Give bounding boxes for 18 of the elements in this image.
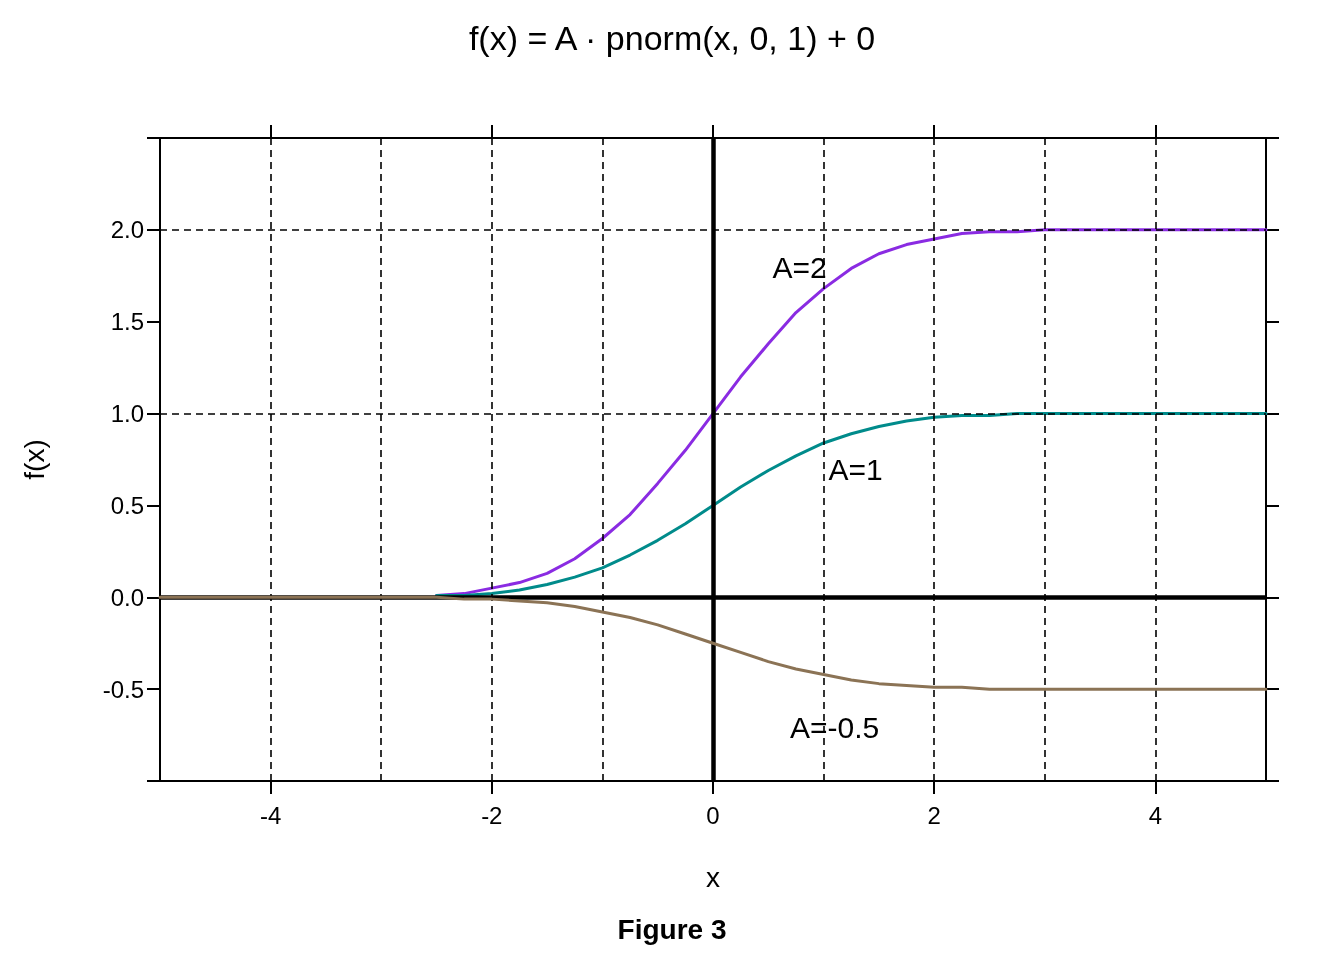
series-label: A=1	[828, 453, 883, 487]
x-tick-label: 0	[706, 801, 720, 829]
y-axis-title: f(x)	[18, 439, 50, 480]
x-axis-title: x	[706, 861, 720, 893]
y-tick-label: 1.0	[110, 400, 144, 428]
caption: Figure 3	[617, 913, 727, 945]
x-tick-label: -4	[259, 801, 282, 829]
y-tick-label: 1.5	[110, 308, 144, 336]
x-tick-label: 4	[1148, 801, 1163, 829]
series-label: A=-0.5	[789, 710, 880, 744]
series-label: A=2	[772, 251, 827, 285]
x-tick-label: 2	[927, 801, 941, 829]
y-tick-label: -0.5	[102, 675, 144, 703]
y-tick-label: 0.0	[110, 583, 144, 611]
y-tick-label: 2.0	[110, 216, 144, 244]
x-tick-label: -2	[481, 801, 503, 829]
y-tick-label: 0.5	[110, 491, 144, 519]
chart-title: f(x) = A · pnorm(x, 0, 1) + 0	[468, 19, 876, 57]
